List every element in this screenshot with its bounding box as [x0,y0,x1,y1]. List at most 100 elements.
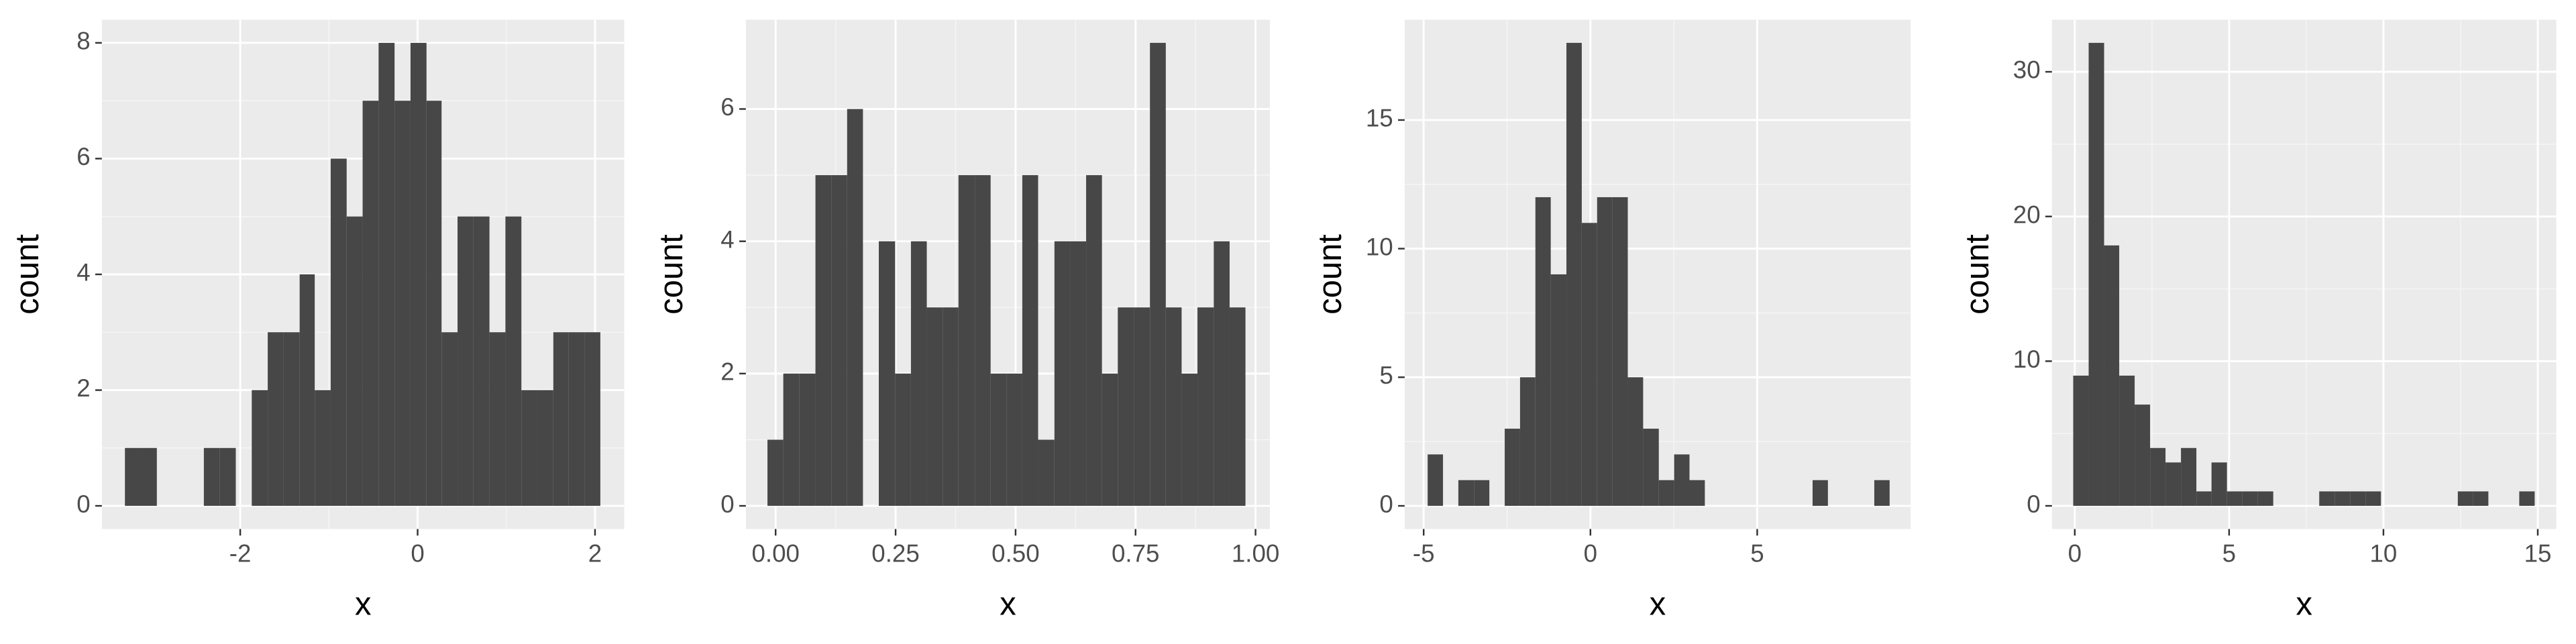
bar [879,241,896,506]
bar [2226,491,2243,506]
bar [1689,480,1705,506]
bar [1627,377,1644,506]
bar [1535,197,1551,506]
bar [553,332,569,506]
y-axis-title: count [9,234,46,315]
bar [141,447,157,506]
x-tick-label: 0 [1584,539,1597,567]
bar [346,216,363,506]
bar [505,216,522,506]
bar [2104,245,2120,506]
bar [2519,491,2535,506]
y-tick-label: 6 [76,143,90,170]
bar [1581,223,1597,506]
bar [426,101,442,506]
bar [2319,491,2335,506]
panel-group: 0 2 4 6 8 -2 0 2 x count [9,19,625,623]
bar [521,390,538,506]
bar [1874,480,1890,506]
bar [2257,491,2273,506]
x-axis-title: x [2296,586,2312,623]
bar [537,390,553,506]
bar [1118,307,1134,506]
y-tick-label: 20 [2013,201,2041,228]
x-tick-label: 2 [588,539,602,567]
bar [283,332,300,506]
bar [2119,375,2135,506]
y-axis-title: count [1312,234,1348,315]
bar [1458,480,1474,506]
bar [252,390,268,506]
x-axis-title: x [1650,586,1666,623]
y-tick-label: 15 [1366,105,1393,132]
bar [2165,462,2182,506]
bar [767,439,784,506]
bar [2196,491,2212,506]
bar [1134,307,1150,506]
y-tick-label: 2 [720,358,734,386]
y-tick-label: 10 [1366,233,1393,260]
bar [1197,307,1214,506]
bar [1812,480,1828,506]
bar [1022,175,1038,506]
bar [2457,491,2473,506]
bar [815,175,832,506]
bar [2473,491,2489,506]
bar [910,241,927,506]
x-tick-label: 0 [411,539,424,567]
bar [2350,491,2366,506]
x-tick-label: -5 [1413,539,1435,567]
x-tick-label: 15 [2524,539,2552,567]
bar [1550,274,1567,506]
bar [1102,373,1118,506]
bar [1658,480,1674,506]
y-tick-label: 30 [2013,56,2041,84]
x-tick-label: 5 [1750,539,1764,567]
x-tick-label: 5 [2222,539,2236,567]
x-tick-label: 10 [2370,539,2398,567]
bar [394,101,411,506]
bar [2073,375,2089,506]
x-axis-title: x [355,586,371,623]
x-tick-label: 0.50 [991,539,1039,567]
bar [1070,241,1087,506]
bar [441,332,458,506]
bar [2181,447,2197,506]
bar [2135,405,2151,506]
y-tick-label: 0 [2027,490,2040,518]
bar [926,307,943,506]
bar [268,332,284,506]
y-tick-label: 6 [720,93,734,121]
bar [315,390,331,506]
x-tick-label: -2 [229,539,252,567]
bar [2365,491,2381,506]
bar [584,332,600,506]
x-tick-label: 0.75 [1112,539,1159,567]
bar [1054,241,1071,506]
bar [831,175,847,506]
bar [489,332,506,506]
y-tick-label: 4 [76,259,90,286]
y-tick-label: 8 [76,28,90,55]
bar [2334,491,2351,506]
bar [1181,373,1198,506]
bar [2242,491,2258,506]
bar [1597,197,1613,506]
y-tick-label: 0 [1379,490,1393,518]
bar [1038,439,1055,506]
y-axis-title: count [1960,234,1996,315]
y-tick-label: 10 [2013,345,2041,373]
bar [125,447,142,506]
bar [1428,454,1444,506]
bar [847,109,863,506]
panel-group: 0 5 10 15 -5 0 5 x count [1312,19,1911,623]
bar [1086,175,1102,506]
bar [1150,42,1166,506]
bar [783,373,800,506]
bar [2088,42,2104,506]
bar [330,158,347,506]
bar [1519,377,1536,506]
bar [1006,373,1022,506]
